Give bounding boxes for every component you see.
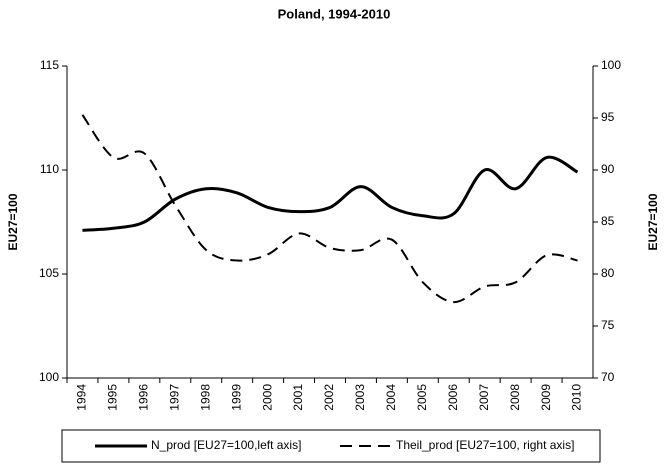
x-tick-label: 2008 [508, 384, 522, 411]
x-tick-label: 2006 [446, 384, 460, 411]
y-axis-label: EU27=100 [6, 193, 20, 250]
y2-tick-label: 80 [601, 266, 615, 280]
y-tick-label: 110 [40, 162, 59, 176]
x-tick-label: 1995 [106, 384, 120, 411]
y-tick-label: 100 [39, 370, 59, 384]
legend-box [61, 429, 601, 463]
x-tick-label: 2001 [291, 384, 305, 411]
y2-tick-label: 100 [601, 58, 621, 72]
x-tick-label: 2004 [384, 384, 398, 411]
x-tick-label: 2009 [539, 384, 553, 411]
legend-label: Theil_prod [EU27=100, right axis] [396, 438, 574, 452]
y2-tick-label: 70 [601, 370, 615, 384]
chart-title: Poland, 1994-2010 [278, 6, 391, 21]
legend-label: N_prod [EU27=100,left axis] [151, 438, 301, 452]
y2-tick-label: 95 [601, 110, 615, 124]
data-line [81, 114, 578, 304]
x-tick-label: 1996 [137, 384, 151, 411]
x-tick-label: 1999 [229, 384, 243, 411]
x-tick-label: 2003 [353, 384, 367, 411]
x-tick-label: 2000 [260, 384, 274, 411]
y-tick-label: 115 [40, 58, 59, 72]
x-tick-label: 1997 [167, 384, 181, 411]
x-tick-label: 2002 [322, 384, 336, 411]
y2-tick-label: 75 [601, 318, 615, 332]
y2-tick-label: 85 [601, 214, 615, 228]
data-line [82, 155, 579, 232]
x-tick-label: 1994 [75, 384, 89, 411]
y-tick-label: 105 [39, 266, 59, 280]
x-tick-label: 2005 [415, 384, 429, 411]
x-tick-label: 2010 [570, 384, 584, 411]
x-tick-label: 1998 [198, 384, 212, 411]
y2-axis-label: EU27=100 [646, 193, 660, 250]
y2-tick-label: 90 [601, 162, 615, 176]
x-tick-label: 2007 [477, 384, 491, 411]
